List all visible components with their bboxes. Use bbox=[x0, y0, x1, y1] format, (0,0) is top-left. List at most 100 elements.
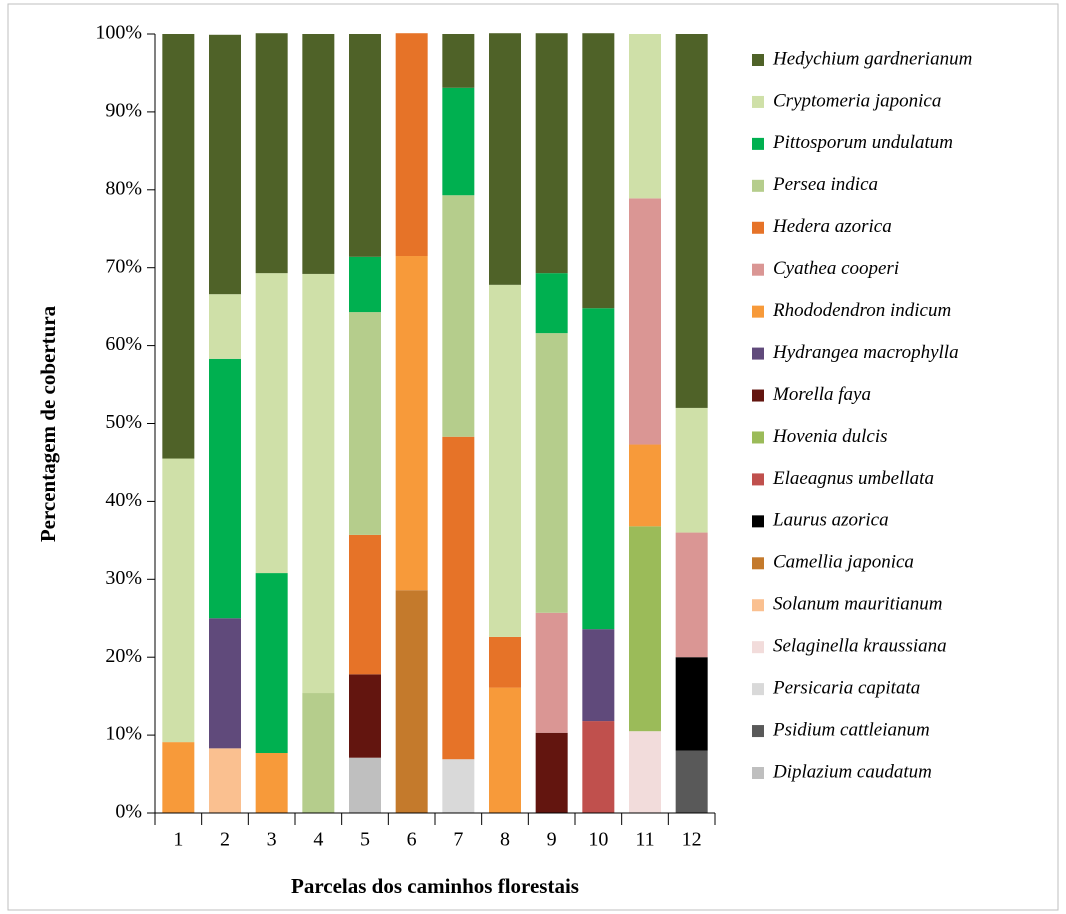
x-tick-label: 1 bbox=[173, 829, 183, 851]
y-tick-label: 20% bbox=[105, 645, 142, 667]
legend-swatch bbox=[752, 767, 764, 779]
legend-label: Cryptomeria japonica bbox=[773, 90, 941, 111]
legend-swatch bbox=[752, 473, 764, 486]
legend-label: Solanum mauritianum bbox=[773, 594, 942, 615]
bar-segment bbox=[629, 526, 661, 732]
x-tick-label: 12 bbox=[682, 829, 702, 851]
x-tick-label: 10 bbox=[588, 829, 608, 851]
bar-segment bbox=[442, 436, 475, 760]
legend-swatch bbox=[752, 54, 764, 66]
legend-swatch bbox=[752, 179, 764, 192]
bar-segment bbox=[535, 612, 568, 733]
bar-segment bbox=[255, 273, 288, 574]
bar-segment bbox=[675, 407, 708, 533]
x-tick-label: 3 bbox=[267, 829, 277, 851]
bar-segment bbox=[629, 444, 661, 527]
y-tick-label: 50% bbox=[105, 411, 142, 433]
bar-segment bbox=[629, 34, 661, 199]
bar-segment bbox=[349, 674, 381, 758]
bar-segment bbox=[582, 308, 615, 630]
legend-swatch bbox=[752, 347, 764, 360]
legend-label: Camellia japonica bbox=[773, 552, 914, 573]
x-tick-label: 8 bbox=[500, 829, 510, 851]
legend-swatch bbox=[752, 389, 764, 402]
bar-segment bbox=[395, 256, 428, 591]
x-tick-label: 9 bbox=[547, 829, 557, 851]
bar-segment bbox=[349, 256, 381, 313]
bar-segment bbox=[162, 742, 195, 813]
legend-label: Selaginella kraussiana bbox=[773, 636, 947, 657]
legend-swatch bbox=[752, 305, 764, 318]
y-tick-label: 10% bbox=[105, 723, 142, 745]
y-axis-label: Percentagem de cobertura bbox=[36, 305, 60, 542]
bar-segment bbox=[489, 687, 521, 813]
legend-swatch bbox=[752, 515, 764, 528]
bar-segment bbox=[675, 657, 708, 751]
legend-label: Laurus azorica bbox=[772, 510, 889, 531]
legend-swatch bbox=[752, 557, 764, 570]
y-tick-label: 80% bbox=[105, 177, 142, 199]
bar-segment bbox=[162, 34, 195, 459]
bar-segment bbox=[209, 294, 241, 359]
bar-segment bbox=[162, 458, 195, 743]
legend-label: Persea indica bbox=[772, 174, 878, 195]
y-tick-label: 90% bbox=[105, 99, 142, 121]
legend-swatch bbox=[752, 263, 764, 276]
y-tick-label: 100% bbox=[95, 22, 142, 44]
legend-swatch bbox=[752, 641, 764, 654]
bar-segment bbox=[442, 195, 475, 437]
x-axis-label: Parcelas dos caminhos florestais bbox=[291, 874, 579, 898]
legend-swatch bbox=[752, 95, 764, 108]
bar-segment bbox=[302, 693, 335, 813]
bar-segment bbox=[349, 34, 381, 257]
bar-segment bbox=[255, 33, 288, 274]
bar-segment bbox=[489, 33, 521, 285]
legend-swatch bbox=[752, 221, 764, 234]
bar-segment bbox=[489, 284, 521, 637]
bar-segment bbox=[349, 757, 381, 813]
legend-label: Morella faya bbox=[772, 384, 871, 405]
legend-swatch bbox=[752, 137, 764, 150]
bar-segment bbox=[442, 34, 475, 88]
bar-segment bbox=[629, 731, 661, 813]
bar-segment bbox=[442, 87, 475, 196]
bar-segment bbox=[675, 532, 708, 658]
legend-label: Hovenia dulcis bbox=[772, 426, 888, 447]
bar-segment bbox=[675, 34, 708, 408]
bar-segment bbox=[395, 33, 428, 257]
bar-segment bbox=[349, 312, 381, 535]
bar-segment bbox=[349, 534, 381, 675]
bar-segment bbox=[302, 273, 335, 694]
bar-segment bbox=[582, 721, 615, 813]
legend-label: Hedera azorica bbox=[772, 216, 892, 237]
legend-label: Hydrangea macrophylla bbox=[772, 342, 959, 363]
legend-label: Pittosporum undulatum bbox=[772, 132, 953, 153]
bar-segment bbox=[675, 750, 708, 813]
bar-segment bbox=[302, 34, 335, 274]
bar-segment bbox=[255, 573, 288, 754]
bar-segment bbox=[209, 34, 241, 295]
bar-segment bbox=[255, 753, 288, 813]
legend-swatch bbox=[752, 725, 764, 738]
bar-segment bbox=[535, 333, 568, 613]
bar-segment bbox=[629, 198, 661, 445]
bar-segment bbox=[442, 759, 475, 813]
y-tick-label: 40% bbox=[105, 489, 142, 511]
bar-segment bbox=[582, 629, 615, 722]
bar-segment bbox=[209, 618, 241, 749]
x-tick-label: 11 bbox=[635, 829, 654, 851]
legend-swatch bbox=[752, 683, 764, 696]
legend-label: Elaeagnus umbellata bbox=[772, 468, 934, 489]
legend-label: Cyathea cooperi bbox=[773, 258, 899, 279]
bar-segment bbox=[209, 748, 241, 813]
bar-segment bbox=[395, 590, 428, 813]
legend-label: Psidium cattleianum bbox=[772, 719, 930, 740]
legend-label: Hedychium gardnerianum bbox=[772, 48, 972, 69]
legend-label: Rhododendron indicum bbox=[772, 300, 951, 321]
bar-segment bbox=[535, 33, 568, 274]
x-tick-label: 6 bbox=[407, 829, 417, 851]
bar-segment bbox=[209, 358, 241, 619]
x-tick-label: 7 bbox=[453, 829, 463, 851]
legend-swatch bbox=[752, 599, 764, 612]
